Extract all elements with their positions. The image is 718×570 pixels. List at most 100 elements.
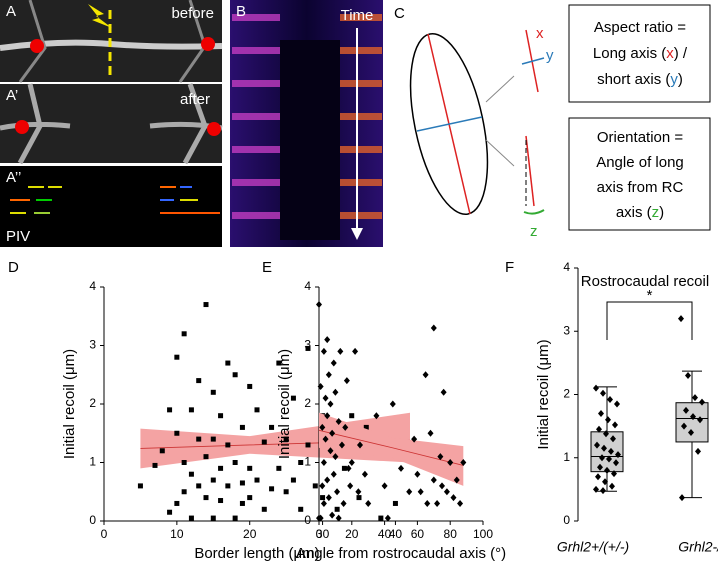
x-tick-label: 40 bbox=[389, 527, 403, 541]
point bbox=[210, 515, 216, 521]
kymo-bands bbox=[232, 14, 382, 219]
point bbox=[320, 459, 327, 466]
point bbox=[614, 400, 620, 408]
text-span: short axis ( bbox=[597, 71, 670, 88]
point bbox=[261, 506, 267, 512]
point bbox=[276, 360, 282, 366]
point bbox=[316, 301, 322, 309]
point bbox=[316, 514, 322, 522]
y-tick-label: 3 bbox=[304, 338, 311, 352]
point bbox=[320, 495, 326, 501]
point bbox=[232, 460, 238, 465]
panel-label: D bbox=[8, 259, 19, 276]
y-tick-label: 0 bbox=[563, 513, 570, 527]
point bbox=[334, 506, 340, 512]
point bbox=[352, 347, 359, 355]
point bbox=[343, 377, 350, 385]
band bbox=[340, 113, 382, 120]
box-text: Long axis (x) / bbox=[593, 45, 688, 62]
marker bbox=[15, 120, 29, 134]
y-tick-label: 2 bbox=[89, 396, 96, 410]
x-tick-label: 20 bbox=[243, 527, 257, 541]
point bbox=[335, 514, 342, 522]
point bbox=[174, 500, 180, 506]
point bbox=[424, 499, 431, 507]
point bbox=[239, 480, 245, 486]
x-tick-label: 100 bbox=[473, 527, 493, 541]
point bbox=[218, 498, 224, 504]
point bbox=[320, 347, 327, 355]
panel-label: B bbox=[236, 3, 246, 20]
text-span: ) bbox=[678, 71, 683, 88]
point bbox=[167, 509, 173, 515]
point bbox=[330, 359, 337, 367]
text-box bbox=[568, 117, 711, 231]
image-label: after bbox=[180, 91, 210, 108]
point bbox=[335, 418, 342, 426]
point bbox=[261, 439, 267, 445]
point bbox=[361, 470, 368, 478]
panel-label: A’’ bbox=[6, 169, 21, 186]
text-span: x bbox=[666, 45, 674, 62]
point bbox=[356, 495, 362, 501]
angle-arc bbox=[523, 209, 545, 215]
point bbox=[681, 422, 687, 430]
point bbox=[457, 499, 464, 507]
point bbox=[349, 413, 355, 419]
point bbox=[600, 389, 606, 397]
point bbox=[342, 423, 349, 431]
point bbox=[692, 394, 698, 402]
point bbox=[348, 459, 355, 466]
point bbox=[225, 442, 231, 448]
y-axis-label: Initial recoil (μm) bbox=[276, 349, 293, 459]
band bbox=[232, 179, 280, 186]
point bbox=[203, 454, 209, 460]
point bbox=[596, 425, 602, 433]
point bbox=[685, 372, 691, 380]
box-text: short axis (y) bbox=[597, 71, 683, 88]
x-tick-label: 40 bbox=[378, 527, 392, 541]
point bbox=[355, 488, 362, 496]
x-tick-label: 30 bbox=[316, 527, 330, 541]
point bbox=[283, 436, 289, 442]
band bbox=[340, 80, 382, 87]
point bbox=[152, 462, 158, 468]
laser-icon bbox=[88, 4, 112, 28]
band bbox=[340, 179, 382, 186]
short-axis bbox=[521, 57, 545, 65]
fit-line bbox=[318, 429, 464, 466]
box bbox=[675, 402, 709, 443]
y-tick-label: 3 bbox=[89, 338, 96, 352]
confidence-band bbox=[319, 412, 464, 486]
panel-a: A before A’ after A’’ PIV bbox=[0, 0, 223, 247]
axis-label: z bbox=[530, 223, 538, 240]
point bbox=[417, 488, 424, 496]
y-axis-label: Initial recoil (μm) bbox=[61, 349, 78, 459]
point bbox=[699, 398, 705, 406]
short-axis bbox=[416, 116, 483, 132]
point bbox=[357, 441, 363, 449]
point bbox=[363, 424, 369, 430]
significance-bracket bbox=[606, 301, 693, 340]
point bbox=[406, 488, 413, 496]
point bbox=[218, 413, 224, 419]
point bbox=[239, 424, 245, 430]
x-axis-label: Border length (μm) bbox=[194, 545, 319, 562]
point bbox=[427, 429, 434, 437]
point bbox=[605, 416, 611, 424]
box-texts: Aspect ratio = Long axis (x) / short axis … bbox=[593, 19, 688, 221]
point bbox=[597, 463, 603, 471]
y-tick-label: 2 bbox=[304, 396, 311, 410]
point bbox=[196, 378, 202, 384]
point bbox=[203, 302, 209, 308]
point bbox=[196, 436, 202, 442]
point bbox=[615, 451, 621, 459]
y-tick-label: 1 bbox=[304, 455, 311, 469]
point bbox=[210, 477, 216, 483]
point bbox=[330, 470, 337, 478]
point bbox=[218, 465, 224, 471]
band bbox=[340, 14, 382, 21]
point bbox=[604, 466, 610, 474]
point bbox=[593, 485, 599, 493]
marker bbox=[201, 37, 215, 51]
